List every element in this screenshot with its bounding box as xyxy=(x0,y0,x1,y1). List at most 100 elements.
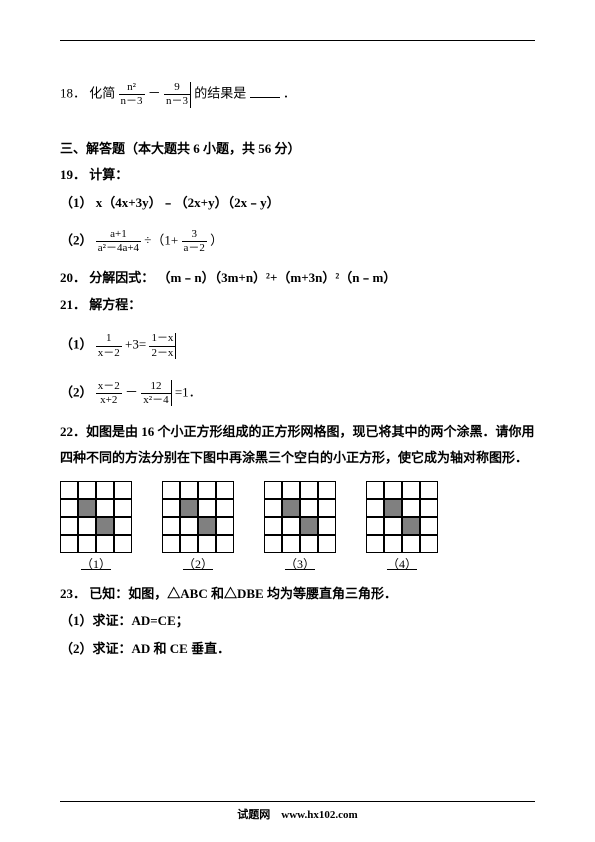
q22: 22．如图是由 16 个小正方形组成的正方形网格图，现已将其中的两个涂黑．请你用… xyxy=(60,419,535,471)
q19-p2-close: ） xyxy=(210,233,223,248)
grid-cell xyxy=(96,535,114,553)
grid-cell xyxy=(384,517,402,535)
grid-cell xyxy=(318,517,336,535)
q21-p1: （1） 1 x－2 +3= 1－x 2－x xyxy=(60,332,535,359)
q22-num: 22． xyxy=(60,424,86,439)
grid-wrap-3: （3） xyxy=(264,481,336,572)
grid-cell xyxy=(162,535,180,553)
q21-num: 21． xyxy=(60,297,86,312)
grid-cell xyxy=(60,535,78,553)
grid-wrap-4: （4） xyxy=(366,481,438,572)
page-content: 18． 化简 n² n－3 － 9 n－3 的结果是 ． 三、解答题（本大题共 … xyxy=(0,0,595,694)
q18-minus: － xyxy=(148,86,161,101)
grid-cell xyxy=(78,535,96,553)
q18-period: ． xyxy=(283,86,296,101)
grid-3 xyxy=(264,481,336,553)
q22-grids: （1） （2） （3） （4） xyxy=(60,481,535,572)
grid-cell xyxy=(318,481,336,499)
q19-p2-label: （2） xyxy=(60,233,93,248)
grid-cell xyxy=(282,535,300,553)
grid-cell xyxy=(318,499,336,517)
q21-p2-frac2: 12 x²－4 xyxy=(141,380,170,407)
grid-cell xyxy=(96,517,114,535)
q23-num: 23． xyxy=(60,586,86,601)
q21-p2-vrule xyxy=(171,380,172,406)
grid-cell xyxy=(78,481,96,499)
grid-wrap-2: （2） xyxy=(162,481,234,572)
grid-cell xyxy=(282,499,300,517)
grid-cell xyxy=(384,481,402,499)
q21-p2: （2） x－2 x+2 － 12 x²－4 =1． xyxy=(60,380,535,407)
grid-cell xyxy=(162,499,180,517)
q18: 18． 化简 n² n－3 － 9 n－3 的结果是 ． xyxy=(60,81,535,108)
grid-cell xyxy=(366,535,384,553)
grid-cell xyxy=(282,481,300,499)
q21-p1-label: （1） xyxy=(60,337,93,352)
grid-cell xyxy=(198,535,216,553)
section3-title: 三、解答题（本大题共 6 小题，共 56 分） xyxy=(60,138,535,157)
grid-cell xyxy=(402,499,420,517)
grid-cell xyxy=(114,499,132,517)
q19-p2-div: ÷（1+ xyxy=(144,233,178,248)
grid-cell xyxy=(198,517,216,535)
q19-num: 19． xyxy=(60,167,86,182)
footer-rule xyxy=(60,801,535,802)
q19-p2: （2） a+1 a²－4a+4 ÷（1+ 3 a－2 ） xyxy=(60,228,535,255)
q20: 20． 分解因式： （m﹣n）（3m+n）²+（m+3n）²（n﹣m） xyxy=(60,266,535,289)
q20-expr: （m﹣n）（3m+n）²+（m+3n）²（n﹣m） xyxy=(158,270,397,285)
q18-frac1: n² n－3 xyxy=(119,81,145,108)
q18-vrule xyxy=(190,82,191,108)
grid-cell xyxy=(162,481,180,499)
grid-cell xyxy=(402,517,420,535)
grid-cell xyxy=(114,517,132,535)
grid-4 xyxy=(366,481,438,553)
q19-p1: （1） x（4x+3y）﹣（2x+y）（2x﹣y） xyxy=(60,191,535,214)
q18-blank xyxy=(250,85,280,98)
q20-title: 分解因式： xyxy=(89,270,154,285)
q23-title: 已知：如图，△ABC 和△DBE 均为等腰直角三角形． xyxy=(89,586,397,601)
q18-post: 的结果是 xyxy=(194,86,246,101)
grid-wrap-1: （1） xyxy=(60,481,132,572)
grid-label-2: （2） xyxy=(162,555,234,572)
grid-cell xyxy=(216,499,234,517)
grid-cell xyxy=(96,499,114,517)
q21-p2-eq: =1． xyxy=(175,384,202,399)
grid-cell xyxy=(366,481,384,499)
grid-2 xyxy=(162,481,234,553)
q19-header: 19． 计算： xyxy=(60,163,535,186)
grid-cell xyxy=(180,481,198,499)
q19-p2-frac2: 3 a－2 xyxy=(182,228,207,255)
q21-title: 解方程： xyxy=(89,297,141,312)
grid-cell xyxy=(114,481,132,499)
grid-cell xyxy=(300,499,318,517)
q21-p2-label: （2） xyxy=(60,384,93,399)
grid-cell xyxy=(300,517,318,535)
grid-cell xyxy=(384,535,402,553)
q19-p1-label: （1） xyxy=(60,195,93,210)
grid-cell xyxy=(216,481,234,499)
grid-cell xyxy=(318,535,336,553)
grid-cell xyxy=(162,517,180,535)
q22-text: 如图是由 16 个小正方形组成的正方形网格图，现已将其中的两个涂黑．请你用四种不… xyxy=(60,424,535,465)
q21-p1-frac2: 1－x 2－x xyxy=(149,332,175,359)
grid-1 xyxy=(60,481,132,553)
grid-cell xyxy=(180,517,198,535)
q21-p2-frac1: x－2 x+2 xyxy=(96,380,122,407)
grid-cell xyxy=(402,535,420,553)
grid-cell xyxy=(114,535,132,553)
grid-cell xyxy=(366,499,384,517)
grid-cell xyxy=(264,517,282,535)
grid-cell xyxy=(78,499,96,517)
grid-cell xyxy=(60,517,78,535)
grid-cell xyxy=(420,499,438,517)
q20-num: 20． xyxy=(60,270,86,285)
q19-title: 计算： xyxy=(89,167,128,182)
q18-frac2: 9 n－3 xyxy=(164,81,190,108)
q21-p1-vrule xyxy=(175,333,176,359)
grid-cell xyxy=(60,499,78,517)
grid-cell xyxy=(78,517,96,535)
footer-text: 试题网 www.hx102.com xyxy=(237,809,357,821)
grid-cell xyxy=(264,535,282,553)
q18-pre: 化简 xyxy=(89,86,115,101)
grid-cell xyxy=(180,499,198,517)
